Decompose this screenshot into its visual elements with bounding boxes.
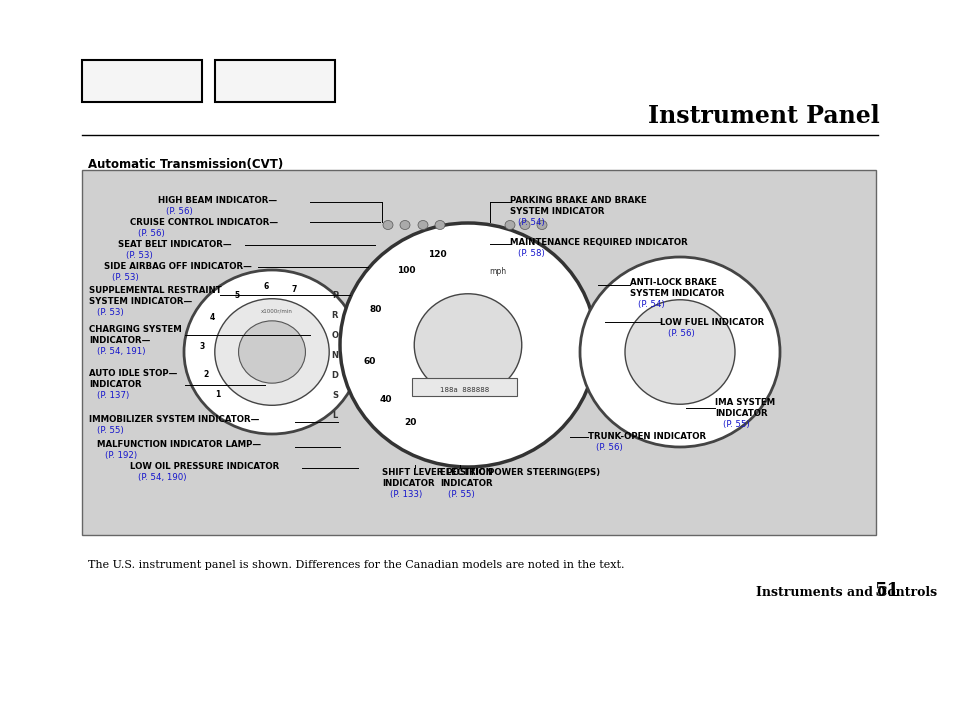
Text: INDICATOR: INDICATOR — [89, 380, 141, 389]
Text: 60: 60 — [363, 357, 375, 366]
Text: (P. 55): (P. 55) — [448, 490, 475, 499]
Ellipse shape — [519, 221, 530, 229]
Text: N: N — [331, 351, 338, 359]
Ellipse shape — [238, 321, 305, 383]
Text: (P. 56): (P. 56) — [138, 229, 165, 238]
Ellipse shape — [417, 221, 428, 229]
Bar — [412, 378, 517, 396]
Text: Instruments and Controls: Instruments and Controls — [755, 586, 936, 599]
Text: mph: mph — [489, 267, 506, 276]
Text: AUTO IDLE STOP—: AUTO IDLE STOP— — [89, 369, 177, 378]
Text: (P. 55): (P. 55) — [722, 420, 749, 429]
Text: SIDE AIRBAG OFF INDICATOR—: SIDE AIRBAG OFF INDICATOR— — [104, 262, 252, 271]
Text: (P. 56): (P. 56) — [166, 207, 193, 216]
Text: (P. 54): (P. 54) — [517, 218, 544, 227]
Text: 4: 4 — [210, 312, 214, 322]
Text: O: O — [331, 330, 338, 339]
Ellipse shape — [537, 221, 546, 229]
Text: (P. 137): (P. 137) — [97, 391, 129, 400]
Text: 120: 120 — [427, 250, 446, 259]
Text: x1000r/min: x1000r/min — [261, 309, 293, 314]
Text: SUPPLEMENTAL RESTRAINT: SUPPLEMENTAL RESTRAINT — [89, 286, 221, 295]
Text: R: R — [332, 310, 338, 320]
Ellipse shape — [624, 300, 734, 404]
Text: L: L — [332, 410, 337, 420]
Text: (P. 55): (P. 55) — [97, 426, 124, 435]
Bar — [214, 60, 335, 102]
Text: ELECTRIC POWER STEERING(EPS): ELECTRIC POWER STEERING(EPS) — [439, 468, 599, 477]
Text: (P. 192): (P. 192) — [105, 451, 137, 460]
Text: 51: 51 — [874, 582, 900, 600]
Text: MALFUNCTION INDICATOR LAMP—: MALFUNCTION INDICATOR LAMP— — [97, 440, 261, 449]
Text: HIGH BEAM INDICATOR—: HIGH BEAM INDICATOR— — [158, 196, 276, 205]
Text: (P. 53): (P. 53) — [97, 308, 124, 317]
Ellipse shape — [579, 257, 780, 447]
Text: LOW FUEL INDICATOR: LOW FUEL INDICATOR — [659, 318, 763, 327]
Ellipse shape — [214, 299, 329, 405]
Ellipse shape — [382, 221, 393, 229]
Text: 3: 3 — [199, 342, 204, 351]
Text: SYSTEM INDICATOR: SYSTEM INDICATOR — [510, 207, 604, 216]
Text: ANTI-LOCK BRAKE: ANTI-LOCK BRAKE — [629, 278, 716, 287]
Text: SEAT BELT INDICATOR—: SEAT BELT INDICATOR— — [118, 240, 232, 249]
Bar — [82, 170, 875, 535]
Text: The U.S. instrument panel is shown. Differences for the Canadian models are note: The U.S. instrument panel is shown. Diff… — [88, 560, 624, 570]
Text: CRUISE CONTROL INDICATOR—: CRUISE CONTROL INDICATOR— — [130, 218, 278, 227]
Text: 1: 1 — [215, 390, 220, 399]
Text: PARKING BRAKE AND BRAKE: PARKING BRAKE AND BRAKE — [510, 196, 646, 205]
Text: Instrument Panel: Instrument Panel — [648, 104, 879, 128]
Text: D: D — [331, 371, 338, 380]
Ellipse shape — [399, 221, 410, 229]
Text: SYSTEM INDICATOR: SYSTEM INDICATOR — [629, 289, 723, 298]
Text: P: P — [332, 290, 337, 300]
Text: SYSTEM INDICATOR—: SYSTEM INDICATOR— — [89, 297, 193, 306]
Text: (P. 54, 190): (P. 54, 190) — [138, 473, 186, 482]
Text: (P. 54, 191): (P. 54, 191) — [97, 347, 146, 356]
Ellipse shape — [184, 270, 359, 434]
Ellipse shape — [504, 221, 515, 229]
Text: 188a  888888: 188a 888888 — [440, 387, 489, 393]
Ellipse shape — [435, 221, 444, 229]
Text: (P. 133): (P. 133) — [390, 490, 422, 499]
Text: (P. 53): (P. 53) — [112, 273, 138, 282]
Text: (P. 54): (P. 54) — [638, 300, 664, 309]
Ellipse shape — [339, 223, 596, 467]
Text: (P. 56): (P. 56) — [667, 329, 694, 338]
Text: 20: 20 — [404, 418, 416, 427]
Text: Automatic Transmission(CVT): Automatic Transmission(CVT) — [88, 158, 283, 171]
Bar — [82, 60, 202, 102]
Text: IMA SYSTEM: IMA SYSTEM — [714, 398, 774, 407]
Text: S: S — [332, 391, 337, 400]
Text: INDICATOR—: INDICATOR— — [89, 336, 151, 345]
Text: (P. 53): (P. 53) — [126, 251, 152, 260]
Text: 80: 80 — [369, 305, 381, 314]
Text: (P. 56): (P. 56) — [596, 443, 622, 452]
Text: INDICATOR: INDICATOR — [381, 479, 435, 488]
Text: INDICATOR: INDICATOR — [439, 479, 492, 488]
Text: INDICATOR: INDICATOR — [714, 409, 767, 418]
Text: SHIFT LEVER POSITION: SHIFT LEVER POSITION — [381, 468, 493, 477]
Text: 6: 6 — [263, 282, 268, 291]
Text: 100: 100 — [396, 266, 416, 275]
Text: 2: 2 — [203, 370, 209, 379]
Text: 40: 40 — [379, 395, 392, 404]
Text: 7: 7 — [291, 285, 296, 294]
Ellipse shape — [414, 294, 521, 396]
Text: (P. 58): (P. 58) — [517, 249, 544, 258]
Text: CHARGING SYSTEM: CHARGING SYSTEM — [89, 325, 182, 334]
Text: LOW OIL PRESSURE INDICATOR: LOW OIL PRESSURE INDICATOR — [130, 462, 279, 471]
Text: 5: 5 — [234, 290, 239, 300]
Text: IMMOBILIZER SYSTEM INDICATOR—: IMMOBILIZER SYSTEM INDICATOR— — [89, 415, 259, 424]
Text: MAINTENANCE REQUIRED INDICATOR: MAINTENANCE REQUIRED INDICATOR — [510, 238, 687, 247]
Text: TRUNK-OPEN INDICATOR: TRUNK-OPEN INDICATOR — [587, 432, 705, 441]
